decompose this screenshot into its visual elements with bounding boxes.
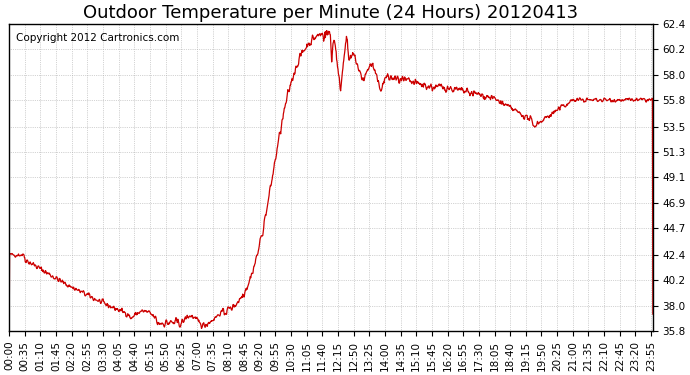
Title: Outdoor Temperature per Minute (24 Hours) 20120413: Outdoor Temperature per Minute (24 Hours… <box>83 4 579 22</box>
Text: Copyright 2012 Cartronics.com: Copyright 2012 Cartronics.com <box>16 33 179 43</box>
